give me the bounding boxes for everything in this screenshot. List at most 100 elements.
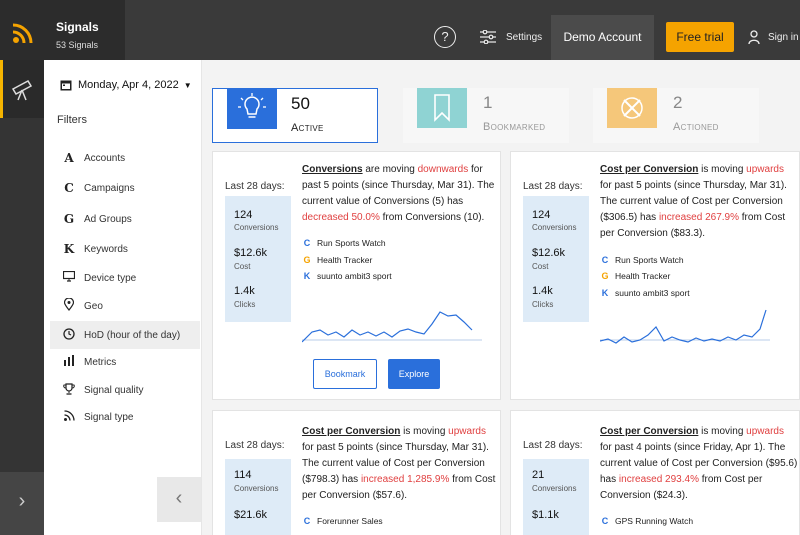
cost-value: $12.6k <box>234 247 268 259</box>
conversions-unit: Conversions <box>234 223 279 232</box>
active-label: Active <box>291 122 324 134</box>
filter-label: Campaigns <box>84 182 135 194</box>
rail-item-signals[interactable] <box>0 60 44 118</box>
filter-ad-groups[interactable]: G Ad Groups <box>50 205 200 233</box>
last-28-days-label: Last 28 days: <box>225 181 285 192</box>
ad-group-row: G Health Tracker <box>302 255 372 265</box>
tab-active[interactable]: 50 Active <box>212 88 378 143</box>
signal-card[interactable]: Last 28 days: 124 Conversions $12.6k Cos… <box>212 151 501 400</box>
help-button[interactable]: ? <box>434 26 456 48</box>
direction-text: downwards <box>417 164 469 175</box>
trophy-icon <box>60 382 78 398</box>
settings-button[interactable]: Settings <box>480 26 542 48</box>
last-28-days-label: Last 28 days: <box>523 181 583 192</box>
campaign-icon: C <box>303 238 311 248</box>
metric-link[interactable]: Conversions <box>302 164 363 175</box>
telescope-icon <box>11 80 33 101</box>
cost-value: $1.1k <box>532 509 559 521</box>
direction-text: upwards <box>746 426 784 437</box>
sliders-icon <box>480 30 496 44</box>
clock-icon <box>60 327 78 343</box>
keyword-name: suunto ambit3 sport <box>615 288 690 298</box>
rss-icon <box>12 23 33 44</box>
conversions-value: 21 <box>532 469 545 481</box>
campaign-name: Forerunner Sales <box>317 516 383 526</box>
desc-text: for past 4 points (since Friday, Apr 1).… <box>600 442 798 485</box>
signal-card[interactable]: Last 28 days: 21 Conversions $1.1k Cost … <box>510 410 800 535</box>
conversions-value: 124 <box>532 209 551 221</box>
campaign-name: Run Sports Watch <box>615 255 684 265</box>
campaign-row: C Forerunner Sales <box>302 516 383 526</box>
expand-rail-button[interactable]: › <box>0 472 44 535</box>
bookmark-button[interactable]: Bookmark <box>313 359 377 389</box>
tab-actioned[interactable]: 2 Actioned <box>593 88 759 143</box>
signal-description: Cost per Conversion is moving upwards fo… <box>600 162 798 242</box>
demo-account-button[interactable]: Demo Account <box>551 15 654 60</box>
filter-signal-type[interactable]: Signal type <box>50 403 200 431</box>
filter-accounts[interactable]: A Accounts <box>50 144 200 172</box>
metric-link[interactable]: Cost per Conversion <box>302 426 401 437</box>
collapse-sidebar-button[interactable]: ‹ <box>157 477 201 522</box>
clicks-unit: Clicks <box>532 300 554 309</box>
sign-in-button[interactable]: Sign in <box>748 26 799 48</box>
metric-link[interactable]: Cost per Conversion <box>600 164 699 175</box>
calendar-icon <box>60 80 72 91</box>
explore-button[interactable]: Explore <box>388 359 440 389</box>
desc-text: is moving <box>698 426 747 437</box>
desc-text: for past 5 points (since Thursday, Mar 3… <box>302 164 495 207</box>
chevron-right-icon: › <box>18 490 26 512</box>
conversions-value: 124 <box>234 209 253 221</box>
direction-text: upwards <box>448 426 486 437</box>
desc-text: is moving <box>698 164 747 175</box>
campaign-row: C Run Sports Watch <box>302 238 386 248</box>
campaign-row: C GPS Running Watch <box>600 516 693 526</box>
actioned-icon <box>621 97 643 119</box>
desc-text: from Cost per Conversion ($83.3). <box>600 212 786 239</box>
clicks-value: 1.4k <box>234 285 255 297</box>
clicks-value: 1.4k <box>532 285 553 297</box>
signal-card[interactable]: Last 28 days: 114 Conversions $21.6k Cos… <box>212 410 501 535</box>
filter-label: Metrics <box>84 356 117 368</box>
keyword-icon: K <box>601 288 609 298</box>
sign-in-label: Sign in <box>768 31 799 43</box>
active-count: 50 <box>291 94 310 113</box>
desc-text: from Cost per Conversion ($57.6). <box>302 474 496 501</box>
app-title: Signals <box>56 20 99 34</box>
direction-text: upwards <box>746 164 784 175</box>
filter-hod[interactable]: HoD (hour of the day) <box>50 321 200 349</box>
tab-bookmarked[interactable]: 1 Bookmarked <box>403 88 569 143</box>
filter-keywords[interactable]: K Keywords <box>50 235 200 263</box>
filter-campaigns[interactable]: C Campaigns <box>50 174 200 202</box>
metric-link[interactable]: Cost per Conversion <box>600 426 699 437</box>
cost-unit: Cost <box>532 262 549 271</box>
metrics-panel: 21 Conversions $1.1k <box>523 459 589 535</box>
metrics-panel: 114 Conversions $21.6k <box>225 459 291 535</box>
filter-geo[interactable]: Geo <box>50 292 200 320</box>
date-label: Monday, Apr 4, 2022 <box>78 79 179 91</box>
ad-group-icon: G <box>601 271 609 281</box>
signal-card[interactable]: Last 28 days: 124 Conversions $12.6k Cos… <box>510 151 800 400</box>
signal-description: Cost per Conversion is moving upwards fo… <box>302 424 500 504</box>
filter-metrics[interactable]: Metrics <box>50 348 200 376</box>
ad-group-row: G Health Tracker <box>600 271 670 281</box>
main-content: 50 Active 1 Bookmarked 2 Actioned Last 2… <box>202 60 800 535</box>
icon-rail: › <box>0 60 44 535</box>
free-trial-button[interactable]: Free trial <box>666 22 734 52</box>
change-text: increased 1,285.9% <box>360 474 450 485</box>
sparkline <box>600 309 770 344</box>
filter-signal-quality[interactable]: Signal quality <box>50 376 200 404</box>
bookmark-icon <box>434 94 450 122</box>
brand[interactable]: Signals 53 Signals <box>0 0 125 60</box>
signals-count: 53 Signals <box>56 40 99 50</box>
campaign-icon: C <box>303 516 311 526</box>
date-picker[interactable]: Monday, Apr 4, 2022 ▼ <box>60 79 192 91</box>
filter-device-type[interactable]: Device type <box>50 264 200 292</box>
bookmarked-label: Bookmarked <box>483 121 546 133</box>
desc-text: for past 5 points (since Thursday, Mar 3… <box>600 180 787 223</box>
clicks-unit: Clicks <box>234 300 256 309</box>
change-text: increased 293.4% <box>618 474 699 485</box>
ad-group-name: Health Tracker <box>317 255 373 265</box>
keyword-name: suunto ambit3 sport <box>317 271 392 281</box>
ad-group-icon: G <box>303 255 311 265</box>
campaign-name: Run Sports Watch <box>317 238 386 248</box>
